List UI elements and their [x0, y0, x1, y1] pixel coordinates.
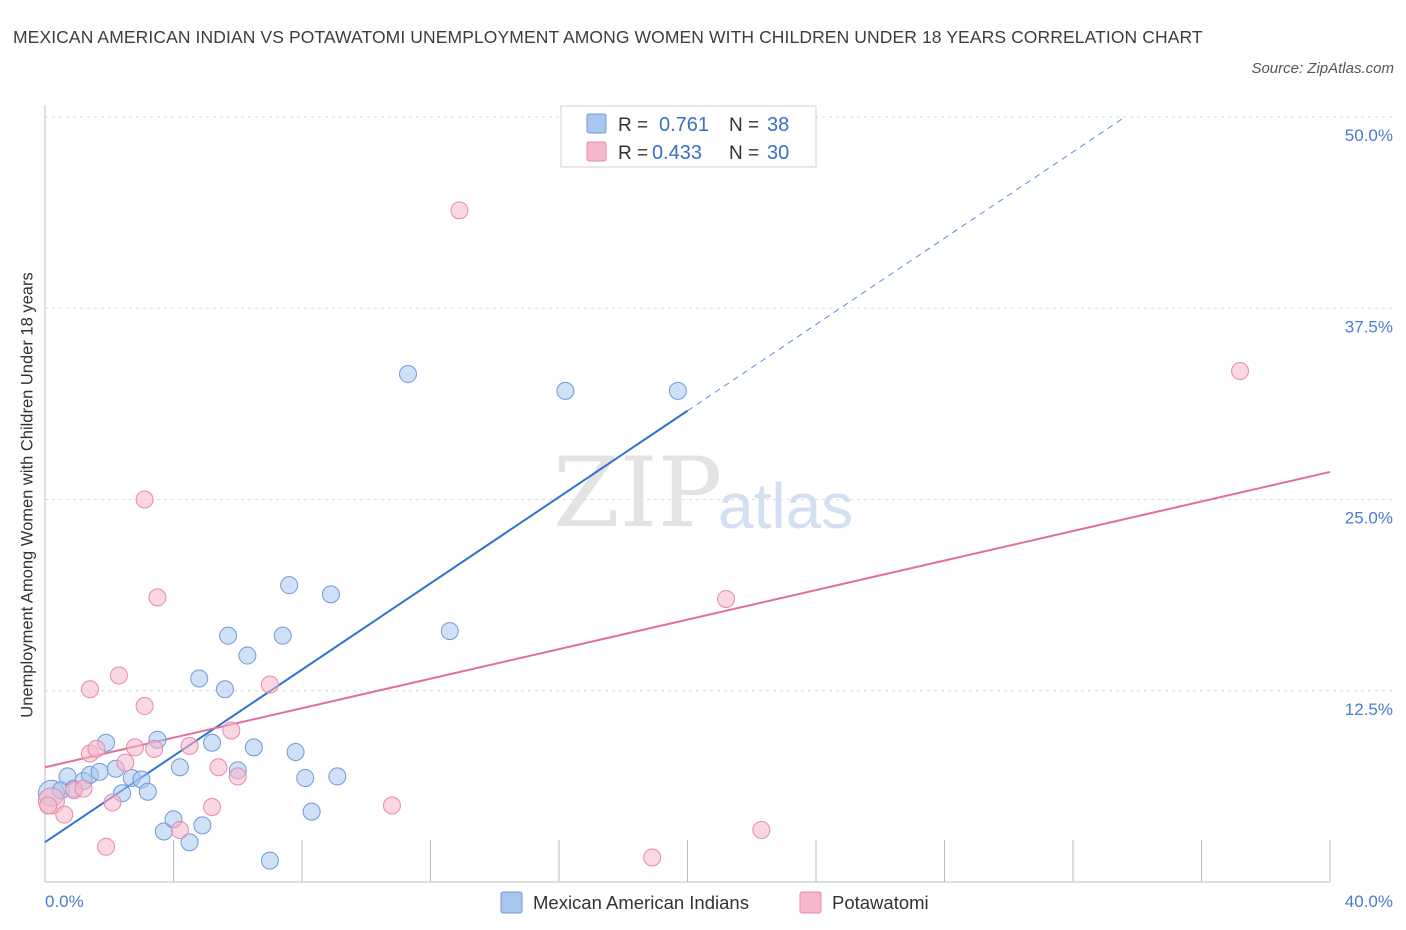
point-potawatomi-18 [203, 798, 222, 817]
point-mexican-6 [90, 762, 109, 781]
point-mexican-21 [215, 680, 234, 699]
point-mexican-29 [286, 742, 305, 761]
point-potawatomi-14 [145, 739, 164, 758]
point-potawatomi-21 [228, 767, 247, 786]
watermark: ZIP atlas [553, 437, 853, 549]
point-potawatomi-29 [39, 796, 58, 815]
legend-label-potawatomi: Potawatomi [832, 892, 929, 913]
point-mexican-17 [180, 833, 199, 852]
stats-legend: R = 0.761 N = 38 R = 0.433 N = 30 [560, 105, 817, 168]
legend-swatch-mexican-american-indians [500, 891, 523, 914]
trend-lines [44, 116, 1331, 844]
axes [44, 105, 1331, 883]
legend-n-label-2: N = [729, 143, 759, 164]
point-mexican-36 [556, 381, 575, 400]
point-mexican-19 [190, 669, 209, 688]
point-potawatomi-24 [450, 201, 469, 220]
point-mexican-16 [170, 758, 189, 777]
point-potawatomi-3 [74, 779, 93, 798]
point-potawatomi-26 [717, 589, 736, 608]
point-mexican-27 [273, 626, 292, 645]
point-potawatomi-5 [80, 680, 99, 699]
point-mexican-26 [260, 851, 279, 870]
y-tick-label-0: 12.5% [1345, 700, 1393, 719]
point-potawatomi-25 [643, 848, 662, 867]
point-potawatomi-19 [209, 758, 228, 777]
trend-line-1 [44, 470, 1331, 769]
point-potawatomi-27 [752, 820, 771, 839]
legend-r-label-2: R = [618, 143, 648, 164]
point-mexican-35 [440, 622, 459, 641]
series-legend: Mexican American Indians Potawatomi [500, 891, 929, 914]
point-mexican-30 [296, 768, 315, 787]
legend-n-value-1: 38 [767, 114, 789, 136]
point-potawatomi-17 [180, 736, 199, 755]
watermark-atlas: atlas [718, 470, 853, 542]
point-potawatomi-1 [55, 805, 74, 824]
legend-r-value-1: 0.761 [659, 114, 709, 136]
legend-r-value-2: 0.433 [652, 142, 702, 164]
point-potawatomi-6 [87, 739, 106, 758]
legend-n-value-2: 30 [767, 142, 789, 164]
legend-swatch-potawatomi-bottom [799, 891, 822, 914]
point-mexican-37 [668, 381, 687, 400]
point-mexican-32 [321, 585, 340, 604]
point-potawatomi-8 [103, 793, 122, 812]
point-potawatomi-22 [260, 675, 279, 694]
point-mexican-25 [244, 738, 263, 757]
legend-r-label-1: R = [618, 115, 648, 136]
point-mexican-31 [302, 802, 321, 821]
point-mexican-24 [238, 646, 257, 665]
point-mexican-18 [193, 816, 212, 835]
point-potawatomi-12 [135, 697, 154, 716]
y-tick-label-2: 37.5% [1345, 317, 1393, 336]
point-potawatomi-11 [125, 738, 144, 757]
point-potawatomi-28 [1231, 361, 1250, 380]
x-tick-labels: 0.0% 40.0% [45, 892, 1393, 911]
y-tick-label-1: 25.0% [1345, 509, 1393, 528]
point-potawatomi-10 [116, 753, 135, 772]
chart-title: MEXICAN AMERICAN INDIAN VS POTAWATOMI UN… [13, 27, 1203, 47]
point-potawatomi-16 [170, 820, 189, 839]
point-potawatomi-7 [97, 837, 116, 856]
point-potawatomi-15 [148, 588, 167, 607]
point-potawatomi-9 [109, 666, 128, 685]
y-tick-labels: 12.5% 25.0% 37.5% 50.0% [1345, 126, 1393, 719]
x-tick-label-min: 0.0% [45, 892, 84, 911]
trend-line-0 [44, 409, 689, 844]
y-tick-label-3: 50.0% [1345, 126, 1393, 145]
point-mexican-28 [280, 576, 299, 595]
point-potawatomi-13 [135, 490, 154, 509]
point-mexican-34 [399, 365, 418, 384]
watermark-zip: ZIP [553, 437, 722, 549]
source-label: Source: ZipAtlas.com [1251, 60, 1394, 77]
point-mexican-20 [203, 733, 222, 752]
point-potawatomi-23 [382, 796, 401, 815]
point-mexican-22 [219, 626, 238, 645]
legend-swatch-mexican [586, 113, 607, 134]
x-tick-label-max: 40.0% [1345, 892, 1393, 911]
legend-label-mexican-american-indians: Mexican American Indians [533, 892, 749, 913]
point-mexican-33 [328, 767, 347, 786]
data-points [37, 201, 1250, 870]
legend-swatch-potawatomi [586, 141, 607, 162]
point-potawatomi-20 [222, 721, 241, 740]
point-mexican-12 [138, 782, 157, 801]
legend-n-label-1: N = [729, 115, 759, 136]
